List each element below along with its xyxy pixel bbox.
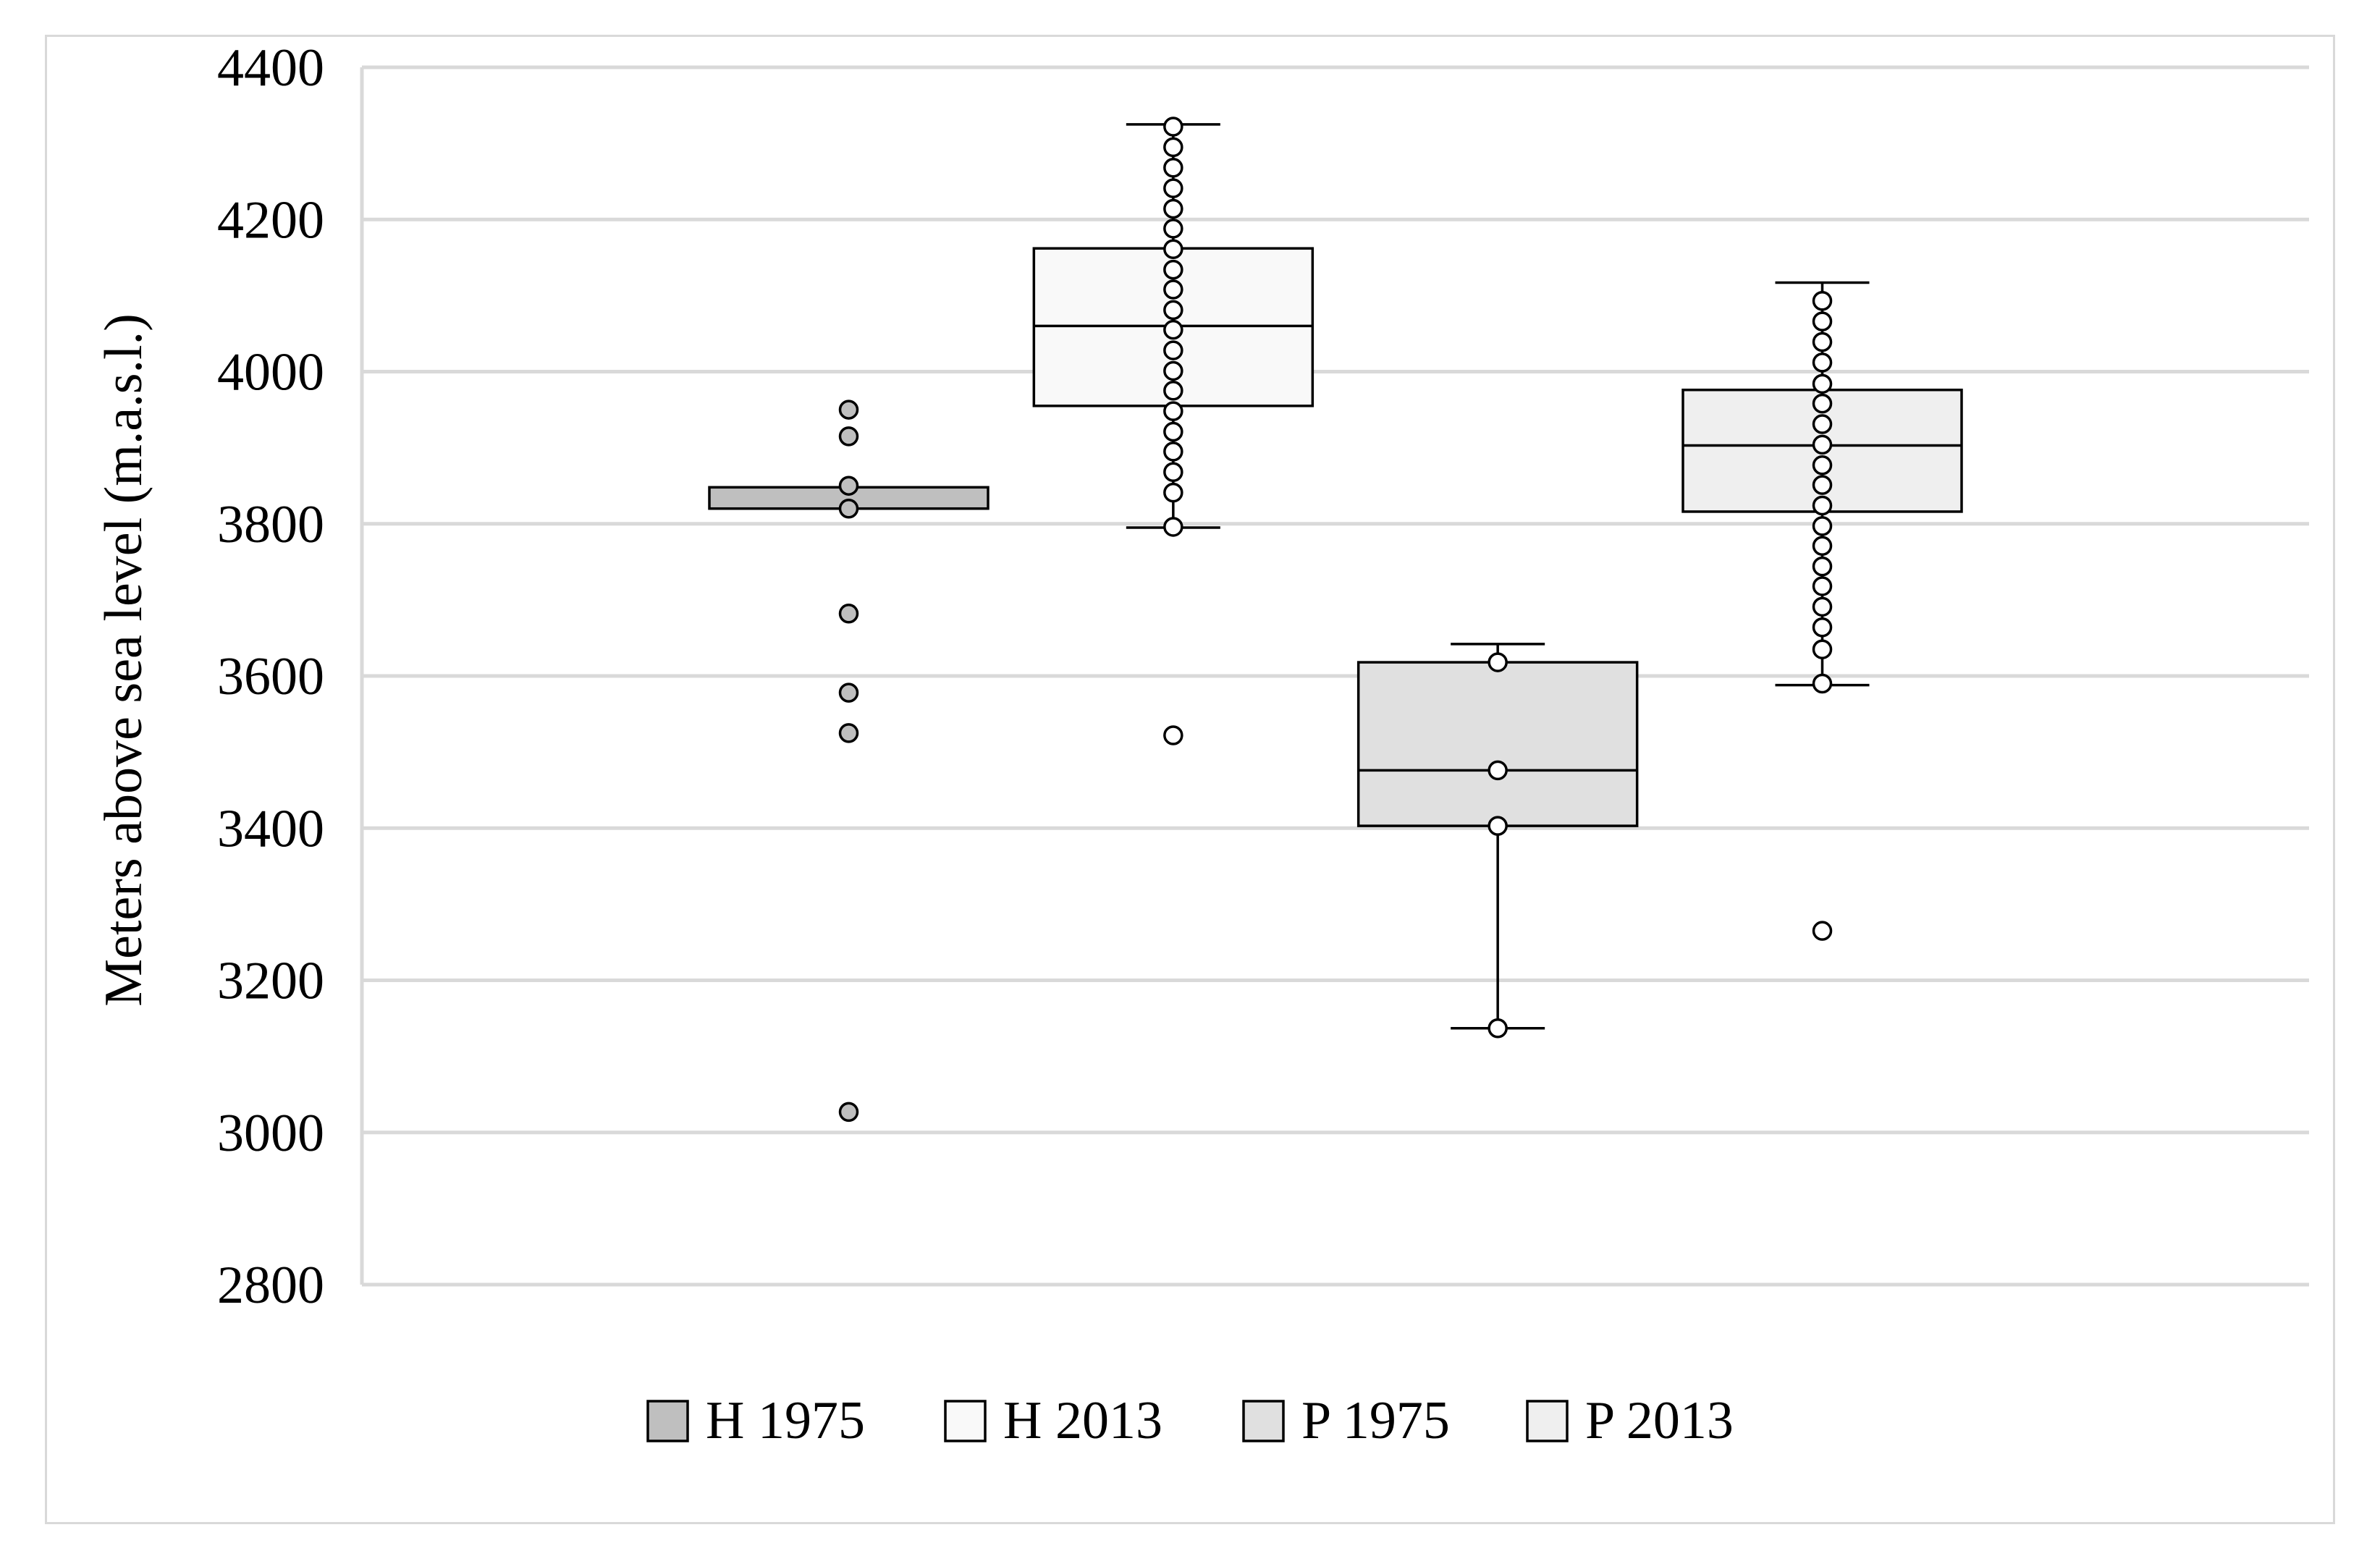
gridlines (362, 65, 2309, 1287)
box-p-2013 (1681, 281, 1963, 941)
data-point (1812, 373, 1833, 394)
data-point (1488, 652, 1508, 672)
box-p-1975 (1356, 643, 1639, 1039)
legend-item: P 1975 (1242, 1391, 1450, 1450)
data-point (1163, 421, 1183, 442)
legend: H 1975 H 2013 P 1975 P 2013 (646, 1391, 1734, 1450)
data-point (1163, 462, 1183, 483)
y-tick-label: 4000 (217, 343, 324, 402)
data-point (838, 723, 859, 743)
y-tick-label: 3800 (217, 495, 324, 554)
data-point (1812, 536, 1833, 556)
data-point (1163, 259, 1183, 280)
data-point (1812, 495, 1833, 516)
data-point (1812, 673, 1833, 694)
data-point (1163, 517, 1183, 537)
legend-swatch (646, 1400, 689, 1442)
data-point (838, 400, 859, 420)
data-point (1812, 576, 1833, 596)
data-point (1488, 760, 1508, 781)
data-point (1163, 198, 1183, 219)
legend-item: H 2013 (944, 1391, 1162, 1450)
y-tick-labels: 2800 3000 3200 3400 3600 3800 4000 4200 4400 (217, 38, 324, 1315)
data-point (838, 1102, 859, 1123)
data-point (1812, 311, 1833, 331)
data-point (1163, 360, 1183, 381)
data-point (1163, 381, 1183, 401)
legend-swatch (1242, 1400, 1285, 1442)
data-point (1488, 816, 1508, 836)
data-point (838, 682, 859, 703)
data-point (838, 426, 859, 447)
data-point (1812, 921, 1833, 941)
data-point (1812, 352, 1833, 373)
legend-swatch (944, 1400, 987, 1442)
y-tick-label: 2800 (217, 1256, 324, 1315)
data-point (1812, 434, 1833, 455)
data-point (1163, 725, 1183, 745)
legend-label: H 1975 (706, 1391, 865, 1450)
y-tick-label: 4200 (217, 190, 324, 250)
y-tick-label: 3000 (217, 1104, 324, 1163)
legend-label: H 2013 (1003, 1391, 1162, 1450)
y-axis-title: Meters above sea level (m.a.s.l.) (94, 313, 153, 1007)
data-point (1812, 455, 1833, 475)
data-point (1163, 178, 1183, 198)
data-point (1163, 319, 1183, 340)
y-tick-label: 4400 (217, 38, 324, 98)
data-point (1163, 401, 1183, 421)
data-point (1163, 482, 1183, 503)
box-h-1975 (708, 400, 989, 1123)
data-point (1163, 158, 1183, 178)
data-point (1163, 137, 1183, 158)
data-point (1812, 475, 1833, 495)
data-point (1812, 331, 1833, 352)
data-point (1163, 300, 1183, 321)
data-point (838, 498, 859, 519)
data-point (1812, 596, 1833, 617)
legend-item: P 2013 (1526, 1391, 1734, 1450)
box-h-2013 (1032, 117, 1315, 745)
y-tick-label: 3200 (217, 952, 324, 1011)
legend-label: P 2013 (1585, 1391, 1734, 1450)
legend-swatch (1526, 1400, 1569, 1442)
data-point (1812, 617, 1833, 638)
data-point (1163, 441, 1183, 462)
legend-label: P 1975 (1301, 1391, 1450, 1450)
data-point (1163, 279, 1183, 300)
data-point (838, 604, 859, 624)
data-point (1163, 117, 1183, 137)
y-tick-label: 3400 (217, 799, 324, 858)
y-tick-label: 3600 (217, 647, 324, 706)
legend-item: H 1975 (646, 1391, 865, 1450)
data-point (1163, 340, 1183, 360)
data-point (1488, 1018, 1508, 1039)
data-point (1812, 393, 1833, 414)
data-point (1812, 516, 1833, 536)
data-point (838, 475, 859, 496)
data-point (1812, 290, 1833, 311)
data-point (1812, 556, 1833, 577)
data-point (1163, 239, 1183, 259)
data-point (1163, 219, 1183, 239)
box-iqr (1356, 661, 1639, 827)
data-point (1812, 414, 1833, 434)
box-series (708, 117, 1963, 1123)
data-point (1812, 639, 1833, 659)
